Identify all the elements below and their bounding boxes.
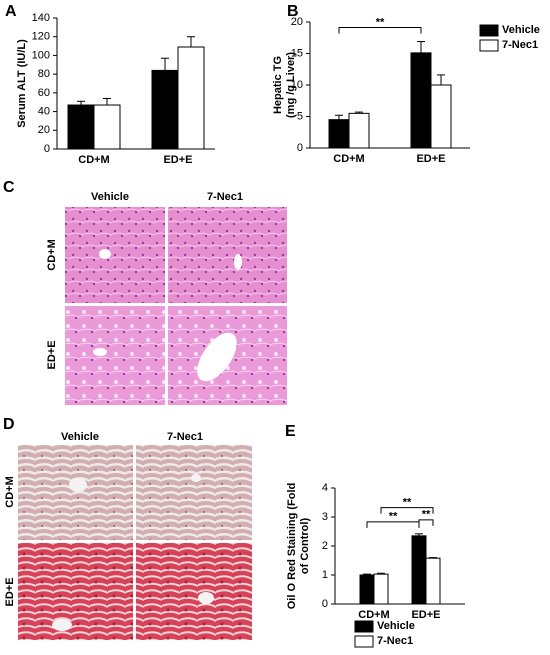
x-tick-label: CD+M (333, 153, 364, 165)
panel-d: D Vehicle 7-Nec1 CD+M ED+E (3, 416, 252, 640)
significance-label: ** (376, 16, 385, 28)
legend-swatch (354, 635, 374, 648)
y-axis-label: (mg /g Liver) (285, 52, 297, 118)
significance-bracket (366, 521, 420, 528)
legend-label: 7-Nec1 (502, 39, 538, 51)
legend-swatch (479, 24, 499, 37)
y-axis-label: Oil O Red Staining (Fold (286, 483, 298, 610)
micrograph (168, 207, 287, 303)
column-label: Vehicle (61, 431, 99, 443)
vessel (197, 332, 237, 382)
panel-label: C (3, 179, 15, 196)
bar (373, 573, 389, 605)
y-axis-label: of Control) (299, 518, 311, 575)
vessel (69, 478, 87, 492)
row-label: CD+M (46, 239, 58, 270)
y-axis-label: Serum ALT (IU/L) (16, 39, 28, 128)
bar (67, 104, 95, 150)
micrograph (65, 207, 165, 303)
vessel (234, 254, 242, 270)
bar (411, 535, 427, 605)
micrograph (136, 445, 252, 540)
significance-label: ** (422, 509, 431, 521)
significance-bracket (380, 507, 434, 514)
row-label: ED+E (4, 577, 16, 606)
y-tick-label: 140 (32, 12, 50, 24)
y-tick-label: 4 (322, 482, 328, 494)
column-label: 7-Nec1 (167, 431, 203, 443)
y-axis-label: Hepatic TG (272, 56, 284, 114)
y-tick-label: 60 (38, 87, 50, 99)
panel-c: C Vehicle 7-Nec1 CD+M ED+E (3, 179, 287, 405)
y-tick-label: 0 (44, 143, 50, 155)
panel-label: D (3, 416, 15, 433)
micrograph (18, 445, 133, 540)
x-tick-label: ED+E (163, 154, 192, 166)
x-tick-label: CD+M (358, 609, 389, 621)
panel-label: A (5, 3, 17, 20)
micrograph (65, 306, 165, 405)
x-tick-label: CD+M (78, 154, 109, 166)
y-tick-label: 1 (322, 569, 328, 581)
bar (177, 46, 205, 150)
y-tick-label: 3 (322, 511, 328, 523)
y-tick-label: 5 (297, 110, 303, 122)
bar (328, 119, 350, 149)
bar (359, 574, 375, 605)
legend-label: Vehicle (502, 24, 540, 36)
vessel (52, 619, 72, 631)
y-tick-label: 20 (38, 124, 50, 136)
bar (348, 112, 370, 149)
vessel (191, 474, 201, 482)
y-tick-label: 40 (38, 105, 50, 117)
y-tick-label: 120 (32, 31, 50, 43)
significance-bracket (338, 27, 422, 34)
legend-swatch (479, 39, 499, 52)
bar (430, 84, 452, 149)
y-tick-label: 2 (322, 540, 328, 552)
legend-label: 7-Nec1 (377, 635, 413, 647)
legend-label: Vehicle (377, 620, 415, 632)
y-tick-label: 15 (291, 47, 303, 59)
y-tick-label: 80 (38, 68, 50, 80)
y-tick-label: 20 (291, 16, 303, 28)
x-tick-label: ED+E (416, 153, 445, 165)
bar (151, 69, 179, 150)
y-tick-label: 100 (32, 49, 50, 61)
panel-label: E (285, 423, 296, 440)
y-tick-label: 0 (297, 142, 303, 154)
micrograph (136, 543, 252, 640)
significance-label: ** (389, 511, 398, 523)
vessel (93, 348, 107, 356)
legend-swatch (354, 620, 374, 633)
bar (425, 557, 441, 605)
y-tick-label: 10 (291, 79, 303, 91)
column-label: Vehicle (91, 191, 129, 203)
vessel (198, 592, 214, 604)
bar (93, 104, 121, 150)
row-label: ED+E (46, 340, 58, 369)
row-label: CD+M (4, 476, 16, 507)
micrograph (18, 543, 133, 640)
bar (410, 52, 432, 149)
vessel (99, 249, 111, 259)
panel-label: B (287, 3, 299, 20)
y-tick-label: 0 (322, 598, 328, 610)
significance-label: ** (403, 497, 412, 509)
x-tick-label: ED+E (411, 609, 440, 621)
column-label: 7-Nec1 (207, 191, 243, 203)
